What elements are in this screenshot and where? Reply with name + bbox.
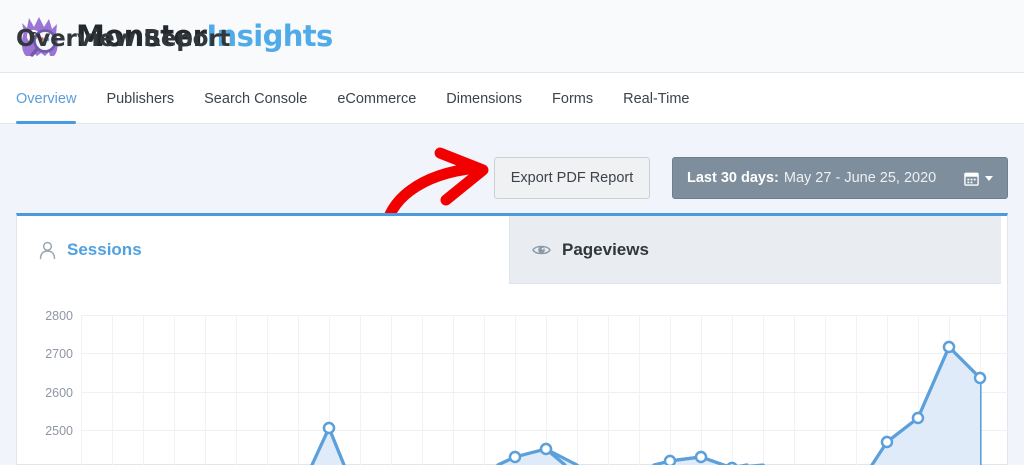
- page-title: Overview Report: [16, 26, 231, 52]
- nav-item-dimensions[interactable]: Dimensions: [446, 73, 522, 124]
- brand-name-light: Insights: [206, 19, 333, 53]
- chart-peaks: [310, 345, 982, 465]
- chart-data-point: [942, 340, 956, 354]
- tab-sessions[interactable]: Sessions: [17, 216, 509, 284]
- chart-data-point: [880, 435, 894, 449]
- user-icon: [39, 241, 56, 260]
- date-range-picker-button[interactable]: Last 30 days: May 27 - June 25, 2020: [672, 157, 1008, 199]
- y-tick-label: 2600: [45, 386, 73, 400]
- chart-data-point: [508, 450, 522, 464]
- nav-item-real-time[interactable]: Real-Time: [623, 73, 689, 124]
- export-pdf-report-button[interactable]: Export PDF Report: [494, 157, 650, 199]
- chart-peaks-fill: [312, 347, 980, 465]
- y-tick-label: 2700: [45, 347, 73, 361]
- date-range-controls: [964, 171, 993, 186]
- tab-label: Sessions: [67, 240, 142, 259]
- nav-item-forms[interactable]: Forms: [552, 73, 593, 124]
- chart-data-point: [322, 421, 336, 435]
- metric-tabs: Sessions Pageviews: [17, 216, 1009, 284]
- nav-item-publishers[interactable]: Publishers: [106, 73, 174, 124]
- nav-label: Forms: [552, 91, 594, 107]
- chart-data-point: [539, 442, 553, 456]
- brand-bar: MonsterInsights: [0, 0, 1024, 73]
- chevron-down-icon: [985, 175, 993, 181]
- chart-peaks-stroke: [310, 345, 982, 465]
- date-range-value: May 27 - June 25, 2020: [783, 170, 937, 186]
- nav-item-overview[interactable]: Overview: [16, 73, 77, 124]
- chart-series-sessions: [81, 355, 982, 465]
- chart-line: [501, 355, 982, 465]
- sessions-chart[interactable]: 2800 2700 2600 2500: [17, 284, 1009, 465]
- eye-icon: [532, 243, 551, 257]
- monster-mascot-icon: [14, 12, 66, 60]
- nav-label: Dimensions: [446, 91, 523, 107]
- y-tick-label: 2500: [45, 424, 73, 438]
- calendar-icon: [964, 171, 979, 186]
- date-range-label: Last 30 days:: [687, 170, 779, 186]
- logo[interactable]: MonsterInsights: [14, 12, 333, 60]
- main-navigation: Overview Publishers Search Console eComm…: [0, 73, 1024, 124]
- nav-label: eCommerce: [337, 91, 417, 107]
- chart-y-axis-labels: 2800 2700 2600 2500: [45, 309, 73, 438]
- nav-item-search-console[interactable]: Search Console: [204, 73, 307, 124]
- report-card: Sessions Pageviews: [16, 213, 1009, 465]
- chart-gridlines-horizontal: [81, 315, 1009, 431]
- chart-data-point: [663, 454, 677, 465]
- nav-label: Publishers: [106, 91, 175, 107]
- chart-data-point: [973, 371, 987, 385]
- brand-name-bold: Monster: [76, 19, 207, 53]
- y-tick-label: 2800: [45, 309, 73, 323]
- tab-pageviews[interactable]: Pageviews: [509, 216, 1001, 284]
- brand-wordmark: MonsterInsights: [76, 19, 333, 53]
- chart-data-points-top: [322, 340, 987, 465]
- nav-item-ecommerce[interactable]: eCommerce: [337, 73, 416, 124]
- export-button-label: Export PDF Report: [510, 170, 634, 186]
- nav-label: Overview: [16, 91, 77, 107]
- tab-label: Pageviews: [562, 239, 649, 259]
- chart-area-fill: [81, 357, 980, 465]
- nav-label: Real-Time: [623, 91, 690, 107]
- chart-data-point: [911, 411, 925, 425]
- chart-data-point: [694, 450, 708, 464]
- chart-gridlines-vertical: [81, 315, 981, 465]
- nav-label: Search Console: [204, 91, 308, 107]
